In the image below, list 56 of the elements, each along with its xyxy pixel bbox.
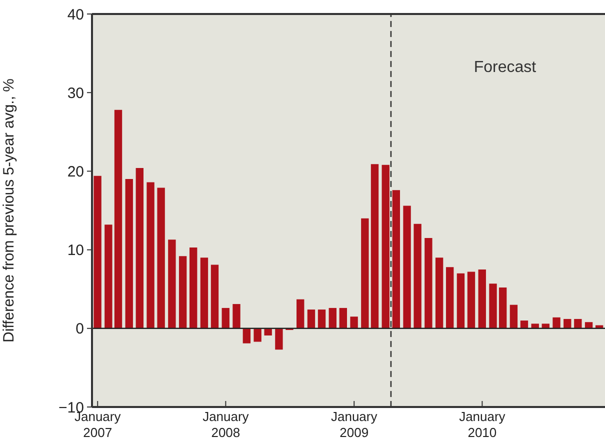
bar: [542, 324, 550, 328]
bar: [242, 328, 251, 344]
bar: [157, 188, 165, 328]
bar: [104, 224, 112, 328]
bar: [296, 299, 304, 328]
y-tick-label: 40: [67, 6, 84, 24]
bar: [446, 267, 454, 328]
y-tick-label: 10: [67, 242, 84, 260]
bar: [339, 308, 348, 328]
bar: [467, 272, 476, 328]
bar: [574, 318, 582, 328]
bar: [370, 164, 379, 328]
bar: [414, 224, 422, 328]
x-tick-label: January 2010: [459, 409, 506, 440]
bar: [275, 328, 283, 350]
bar: [146, 182, 154, 328]
y-tick-label: 0: [76, 320, 84, 338]
bar: [264, 328, 272, 336]
y-tick-label: 30: [67, 84, 84, 102]
bar: [210, 264, 219, 328]
bar: [552, 317, 560, 328]
bar: [392, 190, 400, 328]
bar: [178, 256, 187, 328]
bar: [94, 176, 102, 328]
bar: [222, 308, 230, 328]
y-tick-label: 20: [67, 164, 84, 181]
bar: [489, 284, 497, 328]
bar: [564, 318, 572, 328]
bar: [232, 304, 240, 328]
bar: [510, 304, 518, 328]
bar: [136, 168, 144, 328]
annotation: Forecast: [474, 59, 537, 76]
bar: [584, 322, 593, 328]
bar: [125, 179, 133, 328]
bar: [456, 273, 465, 328]
bar: [328, 308, 336, 328]
bar: [520, 320, 528, 328]
bar: [254, 328, 262, 342]
bar: [382, 164, 390, 328]
bar: [478, 269, 486, 328]
bar: [350, 316, 358, 328]
bar: [361, 218, 369, 328]
bar: [435, 258, 444, 328]
x-tick-label: January 2009: [330, 409, 378, 440]
bar: [168, 240, 176, 328]
bar: [403, 206, 411, 328]
bar: [531, 324, 539, 328]
y-axis-title: Difference from previous 5-year avg., %: [0, 78, 18, 343]
bar: [424, 238, 432, 328]
bar: [114, 110, 122, 328]
bar: [318, 310, 326, 328]
bar: [200, 258, 208, 328]
bar: [498, 288, 507, 328]
x-tick-label: January 2008: [202, 409, 250, 440]
bar: [307, 310, 316, 328]
bar: [189, 247, 198, 328]
